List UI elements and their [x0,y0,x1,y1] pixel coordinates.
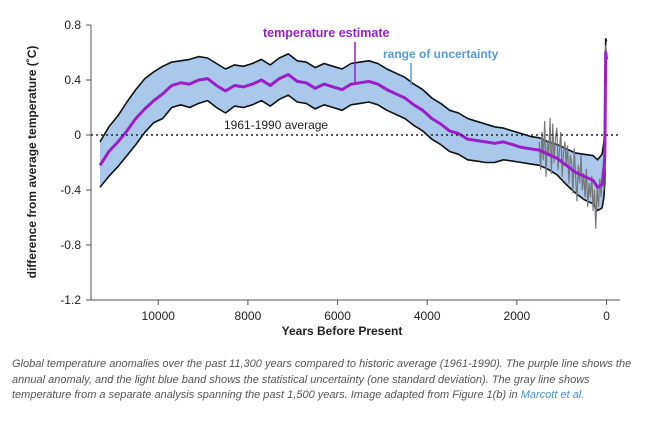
x-tick-label: 10000 [142,309,176,323]
baseline-label: 1961-1990 average [224,118,328,132]
y-tick-label: 0.8 [64,18,81,32]
temperature-chart: 0.8 0.4 0 -0.4 -0.8 -1.2 10000 8000 6000 4000 2000… [25,18,620,338]
caption-link-marcott[interactable]: Marcott et al. [520,389,585,401]
axes [90,25,620,301]
y-tick-label: -0.8 [60,238,81,252]
x-tick-label: 2000 [504,309,531,323]
uncertainty-lower-edge [99,79,608,212]
figure-caption: Global temperature anomalies over the pa… [12,357,642,404]
y-tick-label: -0.4 [60,183,81,197]
ticks: 0.8 0.4 0 -0.4 -0.8 -1.2 10000 8000 6000 4000 2000… [60,18,610,323]
gray-series-line [538,44,608,230]
y-axis-title: difference from average temperature (˚C) [25,46,39,279]
uncertainty-upper-edge [99,37,608,161]
caption-text: Global temperature anomalies over the pa… [12,358,632,401]
temperature-estimate-line [98,51,609,189]
x-tick-label: 0 [603,309,610,323]
annotation-range-of-uncertainty: range of uncertainty [383,47,499,61]
uncertainty-band [100,38,607,211]
x-tick-label: 6000 [324,309,351,323]
x-tick-label: 8000 [235,309,262,323]
annotation-temperature-estimate: temperature estimate [263,26,389,40]
y-tick-label: 0 [74,128,81,142]
x-tick-label: 4000 [414,309,441,323]
y-tick-label: -1.2 [60,293,81,307]
uncertainty-band-layer [99,37,608,212]
estimate-series-layer [98,51,609,189]
x-axis-title: Years Before Present [282,324,403,338]
gray-series-layer [538,44,608,230]
y-tick-label: 0.4 [64,73,81,87]
